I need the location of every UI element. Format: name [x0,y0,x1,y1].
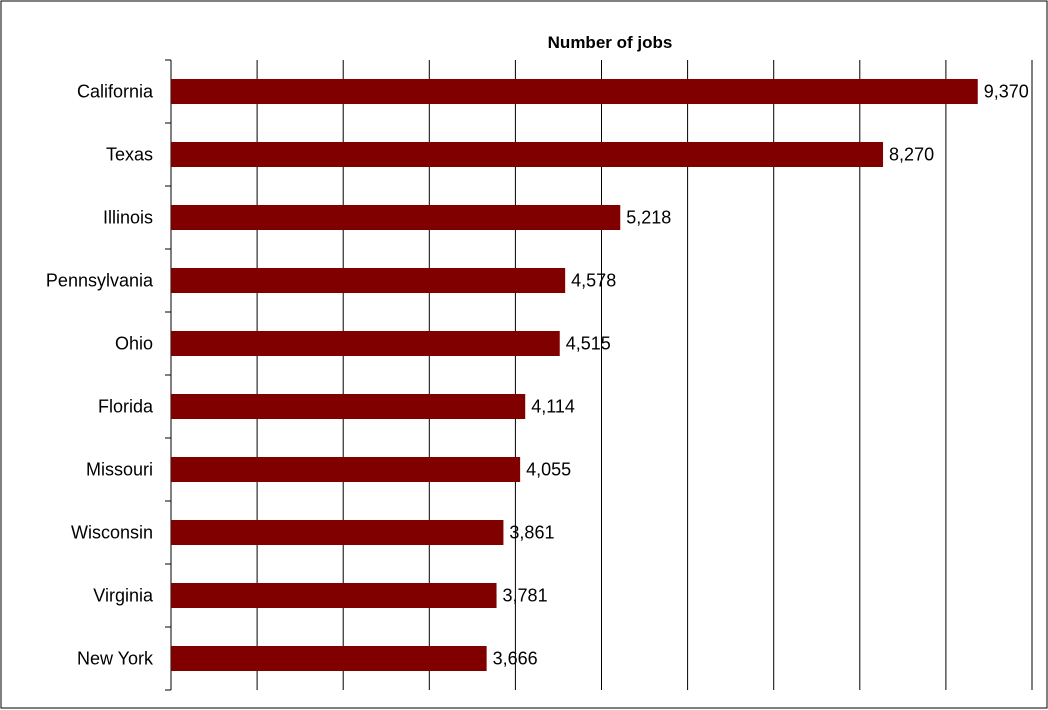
category-label: Wisconsin [71,523,153,543]
chart-title: Number of jobs [548,33,673,52]
bar-california [171,79,978,104]
category-label: Ohio [115,334,153,354]
category-label: California [77,82,154,102]
category-label: Florida [98,397,154,417]
value-label: 4,114 [531,397,575,417]
bar-missouri [171,457,521,482]
bar-texas [171,142,884,167]
value-label: 3,861 [509,523,554,543]
bar-pennsylvania [171,268,566,293]
category-label: New York [77,649,154,669]
value-label: 3,781 [503,586,548,606]
value-label: 4,515 [566,334,611,354]
value-label: 9,370 [984,82,1029,102]
category-label: Missouri [86,460,153,480]
bar-illinois [171,205,621,230]
category-label: Texas [106,145,153,165]
category-label: Virginia [93,586,154,606]
bar-new-york [171,646,487,671]
value-label: 5,218 [626,208,671,228]
bar-ohio [171,331,560,356]
category-label: Pennsylvania [46,271,154,291]
value-label: 4,055 [526,460,571,480]
bars [171,79,978,671]
value-label: 3,666 [493,649,538,669]
bar-wisconsin [171,520,504,545]
value-label: 8,270 [889,145,934,165]
bar-virginia [171,583,497,608]
category-label: Illinois [103,208,153,228]
value-label: 4,578 [571,271,616,291]
labels: California 9,370 Texas 8,270 Illinois 5,218 Pe… [46,82,1029,669]
bar-florida [171,394,526,419]
